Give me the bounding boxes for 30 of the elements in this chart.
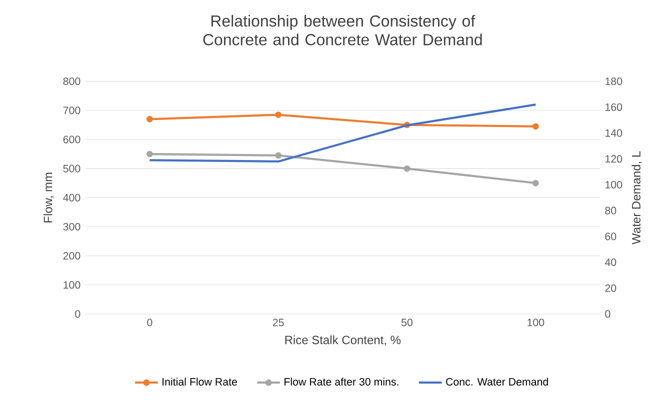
y-tick-label: 200 (63, 252, 80, 260)
x-tick-label: 25 (272, 318, 284, 326)
y2-tick-label: 60 (605, 232, 616, 240)
y-tick-label: 600 (63, 136, 80, 144)
legend-label: Flow Rate after 30 mins. (284, 378, 398, 386)
y2-tick-label: 100 (606, 180, 622, 189)
legend-label: Initial Flow Rate (162, 378, 237, 386)
y-tick-label: 700 (63, 106, 80, 114)
x-tick-label: 100 (528, 318, 544, 326)
y-tick-label: 400 (63, 194, 80, 202)
y2-tick-label: 120 (606, 155, 622, 163)
y-tick-label: 800 (63, 78, 80, 86)
y2-tick-label: 180 (606, 78, 622, 86)
y2-axis-title: Water Demand, L (632, 151, 642, 244)
y2-tick-label: 80 (605, 206, 616, 214)
y-tick-label: 300 (63, 222, 80, 231)
y-tick-label: 0 (75, 310, 80, 318)
legend-label: Conc. Water Demand (446, 378, 548, 386)
x-axis-title: Rice Stalk Content, % (285, 335, 401, 346)
y2-tick-label: 20 (605, 284, 616, 292)
y-tick-label: 100 (64, 281, 80, 289)
x-tick-label: 50 (401, 318, 413, 326)
x-tick-label: 0 (147, 318, 152, 326)
y-tick-label: 500 (63, 164, 80, 172)
chart-title: Relationship between Consistency of Concrete and Concrete Water Demand (203, 14, 482, 46)
y2-tick-label: 0 (605, 310, 610, 318)
y-axis-title: Flow, mm (43, 172, 54, 222)
y2-tick-label: 160 (606, 103, 622, 111)
y2-tick-label: 140 (606, 129, 622, 137)
y2-tick-label: 40 (604, 258, 616, 266)
